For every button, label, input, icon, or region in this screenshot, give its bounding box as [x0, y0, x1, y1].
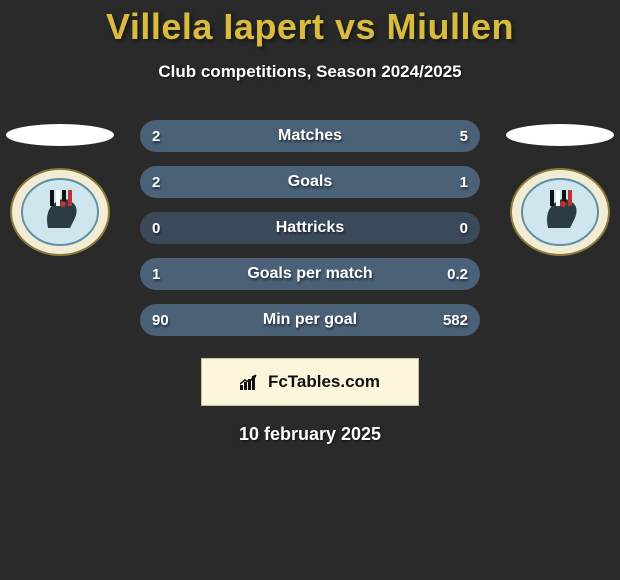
- stat-label: Goals per match: [247, 265, 372, 283]
- club-crest-left-icon: [10, 168, 110, 256]
- player-photo-right-icon: [506, 124, 614, 146]
- stat-value-left: 1: [140, 258, 172, 290]
- date-label: 10 february 2025: [0, 424, 620, 445]
- stat-row: 1 Goals per match 0.2: [140, 258, 480, 290]
- comparison-widget: Villela Iapert vs Miullen Club competiti…: [0, 0, 620, 580]
- player-photo-left-icon: [6, 124, 114, 146]
- stat-label: Goals: [288, 173, 332, 191]
- stat-label: Hattricks: [276, 219, 344, 237]
- stat-value-right: 1: [448, 166, 480, 198]
- stat-row: 0 Hattricks 0: [140, 212, 480, 244]
- stat-label: Min per goal: [263, 311, 357, 329]
- stat-fill-left: [140, 166, 368, 198]
- page-title: Villela Iapert vs Miullen: [0, 0, 620, 48]
- brand-name: FcTables.com: [268, 372, 380, 392]
- stats-bars: 2 Matches 5 2 Goals 1 0 Hattricks 0 1 Goals per ma…: [140, 120, 480, 336]
- content-area: 2 Matches 5 2 Goals 1 0 Hattricks 0 1 Goals per ma…: [0, 120, 620, 445]
- right-badges: [500, 120, 620, 256]
- stat-value-left: 2: [140, 120, 172, 152]
- left-badges: [0, 120, 120, 256]
- stat-fill-right: [239, 120, 480, 152]
- stat-label: Matches: [278, 127, 342, 145]
- stat-row: 2 Goals 1: [140, 166, 480, 198]
- stat-value-right: 0: [448, 212, 480, 244]
- stat-value-right: 5: [448, 120, 480, 152]
- stat-value-left: 0: [140, 212, 172, 244]
- page-subtitle: Club competitions, Season 2024/2025: [0, 62, 620, 82]
- brand-badge[interactable]: FcTables.com: [201, 358, 419, 406]
- stat-value-right: 0.2: [435, 258, 480, 290]
- stat-value-left: 2: [140, 166, 172, 198]
- stat-value-left: 90: [140, 304, 181, 336]
- club-crest-right-icon: [510, 168, 610, 256]
- stat-row: 90 Min per goal 582: [140, 304, 480, 336]
- brand-chart-icon: [240, 373, 262, 391]
- stat-row: 2 Matches 5: [140, 120, 480, 152]
- stat-value-right: 582: [431, 304, 480, 336]
